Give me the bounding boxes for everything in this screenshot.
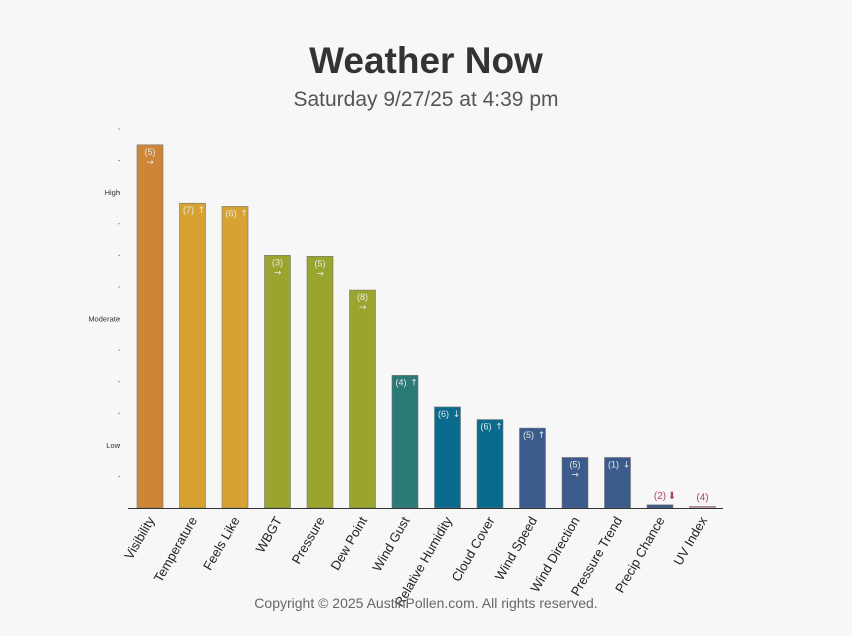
y-tick-label: Low bbox=[106, 441, 120, 450]
bar bbox=[604, 457, 631, 509]
chart-subtitle: Saturday 9/27/25 at 4:39 pm bbox=[293, 88, 559, 111]
bar-trend-arrow: → bbox=[146, 158, 154, 168]
bar-value-label: (1) bbox=[608, 459, 619, 469]
x-category-label: Dew Point bbox=[327, 514, 370, 573]
x-category-label: Wind Gust bbox=[369, 514, 413, 574]
chart-title: Weather Now bbox=[309, 40, 543, 81]
y-tick-label: Moderate bbox=[88, 315, 120, 324]
bar-value-label: (5) bbox=[315, 258, 326, 268]
bar-value-label: (5) bbox=[145, 147, 156, 157]
bar-trend-arrow: ↑ bbox=[495, 423, 503, 433]
bar bbox=[646, 504, 674, 509]
x-category-label: WBGT bbox=[253, 514, 286, 555]
bar-value-label: (3) bbox=[272, 257, 283, 267]
bar bbox=[221, 206, 249, 509]
bar-value-label: (6) bbox=[481, 422, 492, 432]
x-category-label: Feels Like bbox=[200, 514, 243, 573]
bar-value-label: (5) bbox=[523, 430, 534, 440]
bar-value-label: (6) bbox=[226, 208, 237, 218]
bar-trend-arrow: ↑ bbox=[410, 378, 418, 388]
bar-trend-arrow: ⬇ bbox=[668, 491, 676, 502]
bar bbox=[179, 202, 206, 509]
bar-trend-arrow: → bbox=[274, 268, 282, 278]
bar-value-label: (4) bbox=[696, 492, 708, 503]
bar-trend-arrow: ↓ bbox=[453, 410, 461, 420]
copyright-footer: Copyright © 2025 AustinPollen.com. All r… bbox=[254, 595, 598, 611]
bar-trend-arrow: ↓ bbox=[623, 460, 631, 470]
bar-trend-arrow: ↑ bbox=[198, 206, 206, 216]
bar bbox=[391, 375, 419, 509]
bar-trend-arrow: → bbox=[571, 470, 579, 480]
bar bbox=[434, 406, 461, 509]
x-category-label: Temperature bbox=[151, 514, 200, 585]
bar bbox=[349, 289, 376, 509]
x-category-label: Wind Speed bbox=[492, 514, 540, 583]
bar-trend-arrow: ↑ bbox=[240, 209, 248, 219]
x-category-label: UV Index bbox=[670, 514, 710, 568]
bar bbox=[561, 457, 589, 509]
x-category-label: Pressure bbox=[289, 514, 328, 567]
bar-value-label: (8) bbox=[357, 292, 368, 302]
bar-trend-arrow: ↑ bbox=[538, 431, 546, 441]
bar-trend-arrow: → bbox=[359, 303, 367, 313]
bar-trend-arrow: → bbox=[316, 269, 324, 279]
bar-value-label: (7) bbox=[183, 205, 194, 215]
y-tick-label: High bbox=[105, 188, 120, 197]
bar bbox=[476, 419, 504, 509]
bar bbox=[519, 427, 546, 509]
bar bbox=[264, 255, 291, 509]
bar bbox=[136, 144, 164, 509]
bar bbox=[689, 506, 716, 509]
bar-value-label: (5) bbox=[570, 459, 581, 469]
bar bbox=[306, 255, 334, 509]
x-category-label: Visibility bbox=[121, 514, 158, 562]
bar-value-label: (4) bbox=[396, 377, 407, 387]
bar-value-label: (2) bbox=[654, 491, 666, 502]
x-category-label: Cloud Cover bbox=[448, 513, 497, 584]
bar-value-label: (6) bbox=[438, 409, 449, 419]
